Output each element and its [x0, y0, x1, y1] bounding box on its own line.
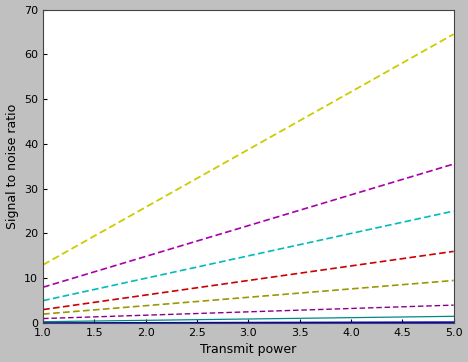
X-axis label: Transmit power: Transmit power — [200, 344, 297, 357]
Y-axis label: Signal to noise ratio: Signal to noise ratio — [6, 104, 19, 229]
